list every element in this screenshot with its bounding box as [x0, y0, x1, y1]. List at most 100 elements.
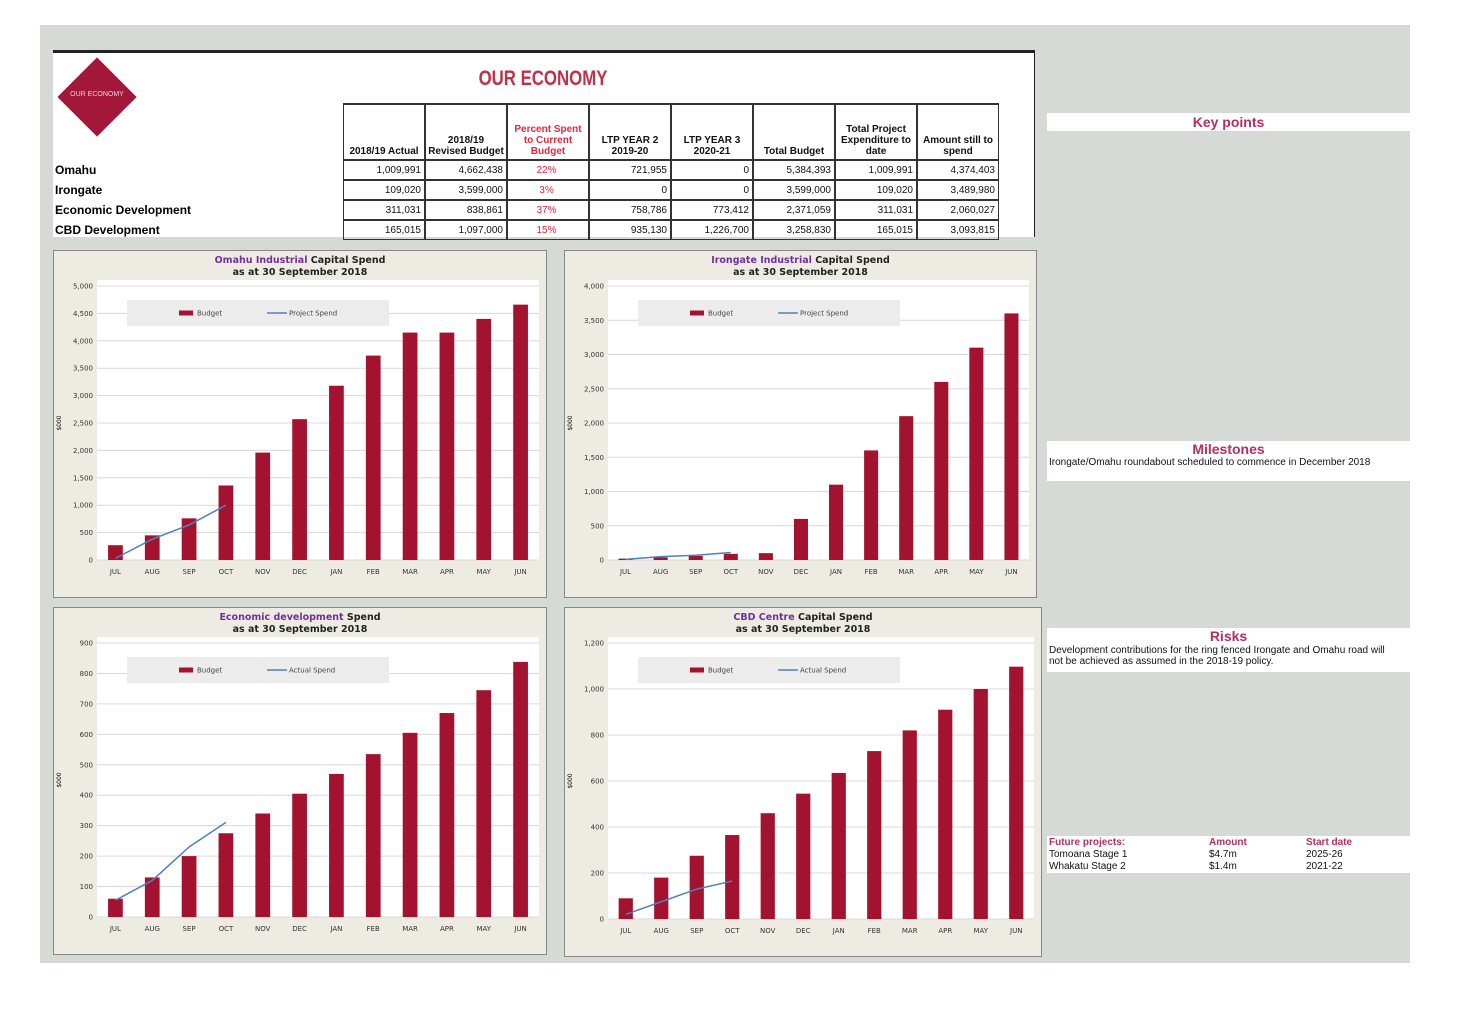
line — [115, 504, 227, 560]
x-tick-label: APR — [440, 925, 454, 933]
plot-area — [97, 280, 539, 560]
future-cell: $4.7m — [1209, 849, 1237, 860]
table-cell: 838,861 — [425, 200, 507, 220]
y-tick-label: 2,500 — [73, 420, 93, 428]
bar — [689, 855, 704, 919]
y-tick-label: 1,000 — [584, 488, 604, 496]
x-tick-label: SEP — [689, 568, 702, 576]
y-tick-label: 200 — [591, 870, 604, 878]
table-cell: 721,955 — [589, 160, 671, 180]
bar — [618, 898, 633, 919]
y-tick-label: 900 — [80, 640, 93, 648]
bar — [402, 732, 418, 917]
chart-title: Economic development Spend — [219, 612, 380, 623]
chart-title-highlight: Irongate Industrial — [711, 255, 812, 266]
plot-area — [97, 637, 539, 917]
x-tick-label: APR — [938, 927, 952, 935]
chart-title-main: Capital Spend — [798, 612, 873, 623]
x-tick-label: JUN — [1004, 568, 1017, 576]
chart-title-highlight: Omahu Industrial — [215, 255, 308, 266]
chart-title: Irongate Industrial Capital Spend — [711, 255, 890, 266]
x-tick-label: AUG — [145, 925, 160, 933]
y-tick-label: 3,500 — [584, 317, 604, 325]
table-cell: 3,258,830 — [753, 220, 835, 240]
bar — [653, 557, 668, 560]
line — [625, 551, 731, 561]
x-tick-label: AUG — [654, 927, 669, 935]
bar — [108, 898, 123, 917]
bar — [902, 730, 917, 919]
legend-swatch — [690, 310, 704, 316]
table-cell: 4,662,438 — [425, 160, 507, 180]
chart-subtitle: as at 30 September 2018 — [733, 267, 868, 278]
y-tick-label: 0 — [89, 557, 93, 565]
y-tick-label: 4,500 — [73, 310, 93, 318]
legend-box — [638, 657, 900, 683]
x-tick-label: JAN — [329, 925, 342, 933]
y-tick-label: 4,000 — [584, 283, 604, 291]
y-tick-label: 3,500 — [73, 365, 93, 373]
bar — [973, 689, 988, 919]
x-tick-label: JAN — [832, 927, 845, 935]
y-tick-label: 2,500 — [584, 385, 604, 393]
y-tick-label: 1,000 — [73, 502, 93, 510]
x-tick-label: MAY — [476, 925, 491, 933]
legend-label: Budget — [708, 310, 733, 318]
bar — [864, 450, 879, 560]
x-tick-label: JUL — [619, 568, 631, 576]
bar — [831, 772, 846, 919]
legend-label: Actual Spend — [289, 667, 335, 675]
legend-swatch — [179, 667, 193, 673]
x-tick-label: APR — [440, 568, 454, 576]
x-tick-label: OCT — [219, 925, 234, 933]
bar — [760, 813, 775, 919]
x-tick-label: FEB — [864, 568, 877, 576]
table-cell: 109,020 — [343, 180, 425, 200]
y-tick-label: 400 — [80, 792, 93, 800]
table-cell: 165,015 — [835, 220, 917, 240]
milestones-box: Milestones Irongate/Omahu roundabout sch… — [1047, 441, 1410, 481]
x-tick-label: MAR — [402, 925, 418, 933]
x-tick-label: NOV — [758, 568, 774, 576]
chart-subtitle: as at 30 September 2018 — [233, 267, 368, 278]
bar — [365, 754, 381, 917]
chart-subtitle: as at 30 September 2018 — [736, 624, 871, 635]
milestones-text: Irongate/Omahu roundabout scheduled to c… — [1049, 457, 1371, 468]
legend-swatch — [690, 667, 704, 673]
table-cell: 311,031 — [835, 200, 917, 220]
legend-label: Budget — [197, 310, 222, 318]
x-tick-label: JUL — [109, 925, 121, 933]
bar — [934, 381, 949, 560]
x-tick-label: MAR — [902, 927, 918, 935]
x-tick-label: JAN — [829, 568, 842, 576]
x-tick-label: OCT — [725, 927, 740, 935]
table-cell: 37% — [507, 200, 589, 220]
y-tick-label: 2,000 — [584, 420, 604, 428]
plot-area — [608, 637, 1034, 919]
chart-title-main: Capital Spend — [815, 255, 890, 266]
y-tick-label: 500 — [80, 529, 93, 537]
bar — [654, 877, 669, 919]
x-tick-label: JUL — [619, 927, 631, 935]
bar — [867, 751, 882, 919]
x-tick-label: MAY — [969, 568, 984, 576]
table-cell: 3,599,000 — [425, 180, 507, 200]
x-tick-label: SEP — [183, 925, 196, 933]
y-tick-label: 2,000 — [73, 447, 93, 455]
chart-title: CBD Centre Capital Spend — [733, 612, 872, 623]
column-header: Amount still to spend — [917, 103, 999, 160]
bar — [181, 518, 197, 560]
x-tick-label: MAR — [898, 568, 914, 576]
y-tick-label: 100 — [80, 883, 93, 891]
table-cell: 1,009,991 — [835, 160, 917, 180]
bar — [829, 484, 844, 560]
table-cell: 22% — [507, 160, 589, 180]
bar — [899, 416, 914, 560]
bar — [476, 690, 492, 917]
bar — [329, 385, 344, 560]
x-tick-label: MAY — [973, 927, 988, 935]
y-tick-label: 500 — [80, 761, 93, 769]
y-axis-label: $000 — [567, 415, 574, 430]
x-tick-label: MAR — [402, 568, 418, 576]
